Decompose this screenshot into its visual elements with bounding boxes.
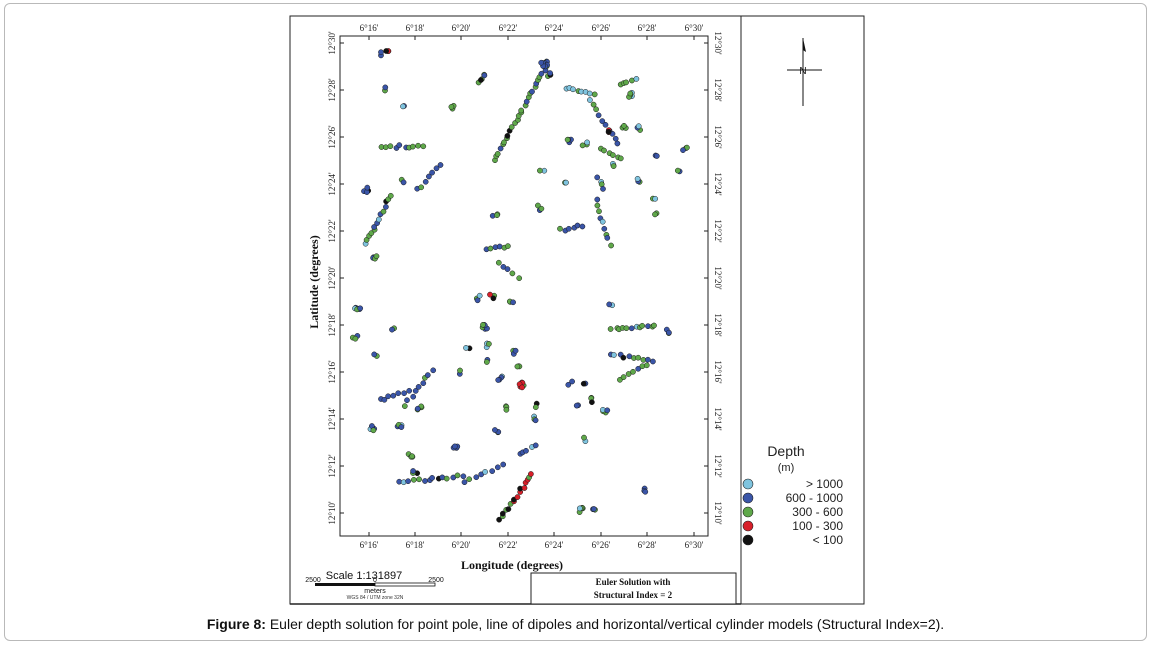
legend-unit: (m) bbox=[778, 462, 795, 474]
lat-tick-label-left: 12°28' bbox=[327, 78, 337, 102]
lon-tick-label-bottom: 6°24' bbox=[545, 540, 564, 550]
lon-tick-label-top: 6°30' bbox=[685, 23, 704, 33]
caption-text: Euler depth solution for point pole, lin… bbox=[265, 616, 945, 632]
lon-tick-label-bottom: 6°16' bbox=[360, 540, 379, 550]
lat-tick-label-right: 12°20' bbox=[713, 266, 723, 290]
lat-tick-label-right: 12°18' bbox=[713, 313, 723, 337]
lon-tick-label-bottom: 6°20' bbox=[452, 540, 471, 550]
scale-bar: Scale 1:131897 2500 0 2500 meters WGS 84… bbox=[305, 570, 444, 601]
legend-swatch bbox=[742, 492, 754, 504]
lat-tick-label-right: 12°10' bbox=[713, 501, 723, 525]
figure-frame bbox=[4, 3, 1147, 641]
lon-tick-label-bottom: 6°30' bbox=[685, 540, 704, 550]
lon-tick-label-top: 6°18' bbox=[406, 23, 425, 33]
scale-unit: meters bbox=[364, 588, 386, 595]
axis-tick-labels: 6°16' 6°16' 6°18' 6°18' 6°20' 6°20' 6°22' 6°22'… bbox=[327, 23, 723, 550]
legend-label: 100 - 300 bbox=[792, 519, 843, 533]
lat-tick-label-right: 12°24' bbox=[713, 172, 723, 196]
x-axis-title: Longitude (degrees) bbox=[461, 558, 563, 572]
lat-tick-label-right: 12°22' bbox=[713, 219, 723, 243]
figure-caption: Figure 8: Euler depth solution for point… bbox=[0, 616, 1151, 632]
scale-projection: WGS 84 / UTM zone 32N bbox=[347, 595, 404, 601]
title-box-line2: Structural Index = 2 bbox=[594, 590, 673, 600]
title-box-line1: Euler Solution with bbox=[596, 577, 671, 587]
lat-tick-label-left: 12°26' bbox=[327, 125, 337, 149]
lat-tick-label-right: 12°12' bbox=[713, 454, 723, 478]
lon-tick-label-top: 6°22' bbox=[499, 23, 518, 33]
lon-tick-label-top: 6°24' bbox=[545, 23, 564, 33]
euler-solution-points bbox=[349, 48, 690, 523]
legend-title: Depth bbox=[767, 443, 804, 459]
scale-zero: 0 bbox=[373, 577, 377, 584]
axis-ticks bbox=[340, 36, 708, 536]
lat-tick-label-left: 12°24' bbox=[327, 172, 337, 196]
lon-tick-label-top: 6°20' bbox=[452, 23, 471, 33]
lat-tick-label-right: 12°26' bbox=[713, 125, 723, 149]
lat-tick-label-left: 12°30' bbox=[327, 31, 337, 55]
lat-tick-label-left: 12°12' bbox=[327, 454, 337, 478]
scale-left-value: 2500 bbox=[305, 577, 321, 584]
scale-title: Scale 1:131897 bbox=[326, 570, 402, 582]
caption-label: Figure 8: bbox=[206, 616, 266, 632]
legend-swatch bbox=[742, 534, 754, 546]
legend-swatch bbox=[742, 520, 754, 532]
lon-tick-label-bottom: 6°22' bbox=[499, 540, 518, 550]
legend-label: 300 - 600 bbox=[792, 505, 843, 519]
lon-tick-label-top: 6°26' bbox=[592, 23, 611, 33]
lat-tick-label-right: 12°30' bbox=[713, 31, 723, 55]
legend-swatch bbox=[742, 506, 754, 518]
legend-swatch bbox=[742, 478, 754, 490]
lat-tick-label-left: 12°18' bbox=[327, 313, 337, 337]
lat-tick-label-right: 12°16' bbox=[713, 360, 723, 384]
lon-tick-label-bottom: 6°18' bbox=[406, 540, 425, 550]
lat-tick-label-left: 12°10' bbox=[327, 501, 337, 525]
lat-tick-label-left: 12°14' bbox=[327, 407, 337, 431]
legend-label: 600 - 1000 bbox=[786, 491, 844, 505]
y-axis-title: Latitude (degrees) bbox=[307, 235, 321, 328]
lat-tick-label-right: 12°14' bbox=[713, 407, 723, 431]
lon-tick-label-top: 6°16' bbox=[360, 23, 379, 33]
north-arrow: N bbox=[787, 38, 822, 106]
scale-right-value: 2500 bbox=[428, 577, 444, 584]
legend-label: > 1000 bbox=[806, 477, 843, 491]
lon-tick-label-bottom: 6°28' bbox=[638, 540, 657, 550]
legend-label: < 100 bbox=[813, 533, 844, 547]
lat-tick-label-right: 12°28' bbox=[713, 78, 723, 102]
lon-tick-label-top: 6°28' bbox=[638, 23, 657, 33]
title-box: Euler Solution with Structural Index = 2 bbox=[530, 572, 737, 605]
lat-tick-label-left: 12°20' bbox=[327, 266, 337, 290]
north-label: N bbox=[799, 66, 806, 77]
lon-tick-label-bottom: 6°26' bbox=[592, 540, 611, 550]
lat-tick-label-left: 12°16' bbox=[327, 360, 337, 384]
lat-tick-label-left: 12°22' bbox=[327, 219, 337, 243]
